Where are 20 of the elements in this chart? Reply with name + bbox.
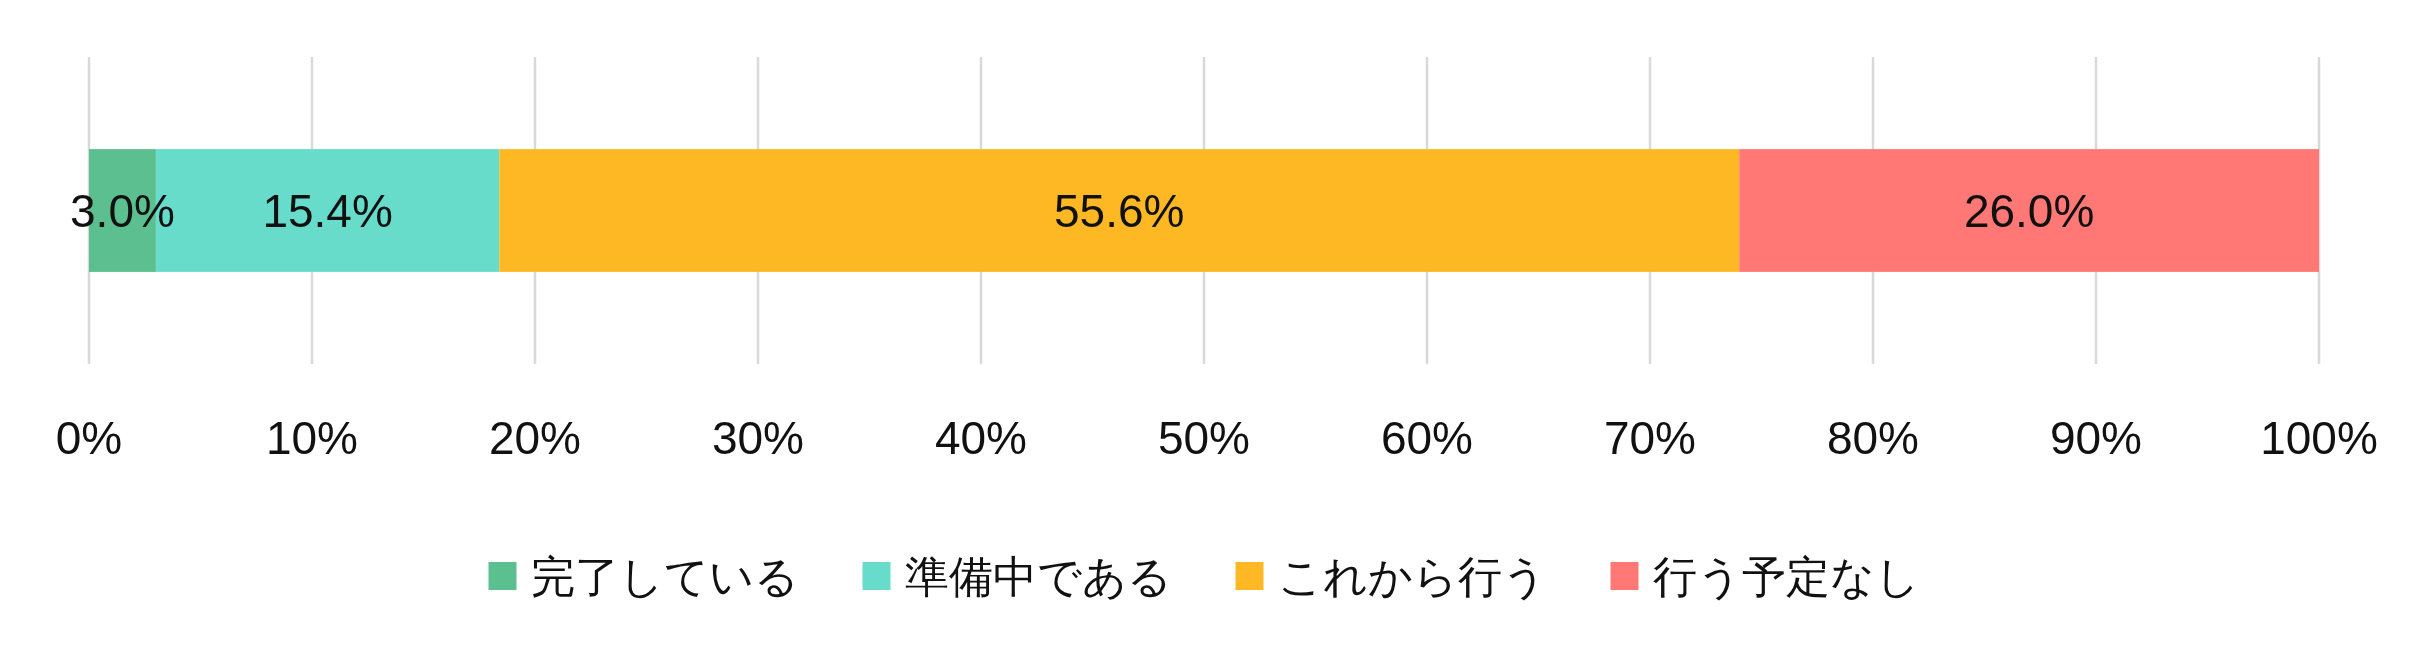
x-tick-label: 20%: [488, 412, 582, 464]
bar: [1739, 149, 2319, 272]
data-label: 55.6%: [1054, 184, 1185, 237]
x-tick-label: 60%: [1380, 412, 1474, 464]
legend-item: 完了している: [488, 551, 799, 601]
x-tick-label: 30%: [711, 412, 805, 464]
x-tick-label: 40%: [934, 412, 1028, 464]
x-tick-label: 0%: [55, 412, 123, 464]
data-label: 15.4%: [262, 184, 393, 237]
x-tick-label: 50%: [1157, 412, 1251, 464]
x-tick-label: 70%: [1603, 412, 1697, 464]
x-tick-label: 90%: [2049, 412, 2143, 464]
legend-item: 準備中である: [862, 551, 1172, 601]
x-tick-label: 100%: [2260, 412, 2378, 464]
legend-item: 行う予定なし: [1610, 551, 1920, 601]
x-tick-label: 10%: [265, 412, 359, 464]
legend-item: これから行う: [1235, 551, 1547, 601]
data-label: 26.0%: [1963, 184, 2095, 237]
x-tick-label: 80%: [1826, 412, 1920, 464]
bar: [499, 149, 1740, 272]
